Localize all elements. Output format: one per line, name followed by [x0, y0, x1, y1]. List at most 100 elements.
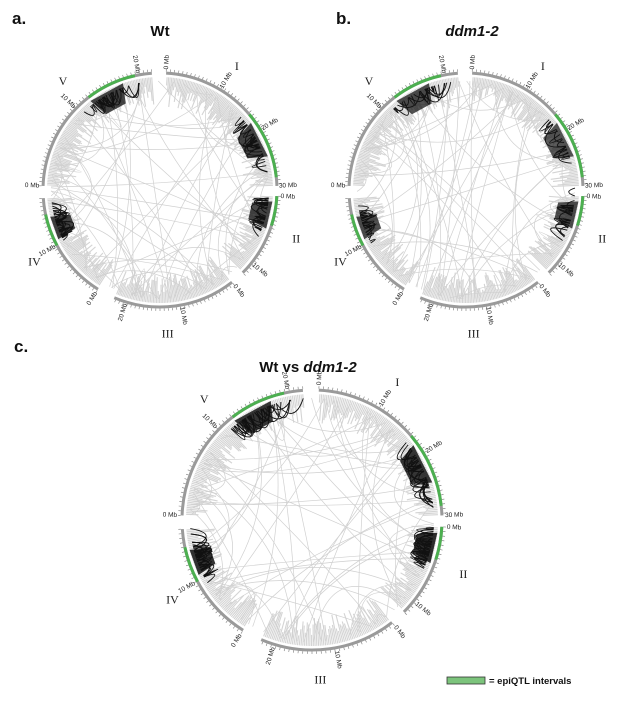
tick-label-chr-IV: 10 Mb — [177, 580, 197, 595]
tick-label-chr-III: 0 Mb — [537, 283, 552, 299]
density-track-chr-1 — [166, 77, 273, 187]
chromosome-label-I: I — [395, 375, 399, 389]
tick-label-chr-I: 0 Mb — [163, 54, 171, 69]
hotspot-block-chr-2 — [554, 201, 579, 229]
panel-c-title: Wt vs ddm1-2 — [259, 359, 357, 376]
hotspot-block-chr-1 — [400, 445, 433, 485]
tick-label-chr-III: 10 Mb — [484, 306, 494, 325]
density-track-chr-4 — [47, 197, 114, 286]
tick-label-chr-V: 0 Mb — [25, 182, 40, 190]
panel-a-circos-plot: 0 Mb 10 Mb 20 Mb 30 Mb I 0 Mb 10 Mb II 0 Mb 10 Mb… — [25, 54, 301, 340]
tick-label-chr-III: 20 Mb — [265, 646, 277, 666]
epiqtl-interval-chr-IV — [350, 214, 365, 247]
trans-links — [356, 80, 576, 300]
hotspot-block-chr-5 — [90, 83, 126, 115]
epiqtl-interval-chr-II — [434, 526, 444, 560]
chromosome-label-I: I — [541, 59, 545, 73]
hotspot-links-chr-4 — [189, 528, 219, 584]
tick-label-chr-III: 10 Mb — [333, 650, 343, 669]
chromosome-label-II: II — [459, 567, 467, 581]
chromosome-label-II: II — [598, 231, 606, 245]
tick-label-chr-IV: 0 Mb — [392, 290, 406, 306]
chromosome-label-IV: IV — [166, 592, 179, 606]
epiqtl-interval-chr-II — [576, 196, 585, 227]
tick-label-chr-I: 20 Mb — [425, 439, 444, 454]
tick-label-chr-III: 20 Mb — [117, 303, 129, 323]
panel-b-letter: b. — [336, 9, 351, 28]
tick-label-chr-I: 20 Mb — [566, 117, 585, 132]
chromosome-label-V: V — [59, 74, 68, 88]
panel-a-letter: a. — [12, 9, 26, 28]
chromosome-III-ring: 0 Mb 10 Mb 20 Mb III — [419, 281, 552, 341]
panel-b-circos-plot: 0 Mb 10 Mb 20 Mb 30 Mb I 0 Mb 10 Mb II 0 Mb 10 Mb… — [331, 54, 607, 340]
epiqtl-interval-chr-V — [393, 74, 442, 99]
epiqtl-interval-chr-I — [554, 113, 584, 178]
tick-label-chr-IV: 0 Mb — [230, 632, 244, 648]
tick-label-chr-V: 10 Mb — [201, 413, 219, 431]
chromosome-label-II: II — [292, 231, 300, 245]
tick-label-chr-II: 0 Mb — [280, 193, 295, 201]
chromosome-label-III: III — [162, 327, 174, 341]
tick-label-chr-V: 20 Mb — [280, 371, 290, 390]
tick-label-chr-II: 10 Mb — [414, 601, 433, 618]
hotspot-links-chr-4 — [356, 205, 382, 244]
panel-c-letter: c. — [14, 337, 28, 356]
tick-label-chr-V: 20 Mb — [131, 55, 141, 74]
tick-label-chr-III: 0 Mb — [231, 283, 246, 299]
hotspot-links-chr-2 — [410, 527, 438, 569]
tick-label-chr-II: 0 Mb — [586, 193, 601, 201]
panel-b-title: ddm1-2 — [445, 23, 499, 40]
tick-label-chr-I: 10 Mb — [219, 71, 235, 90]
hotspot-block-chr-5 — [396, 83, 432, 115]
chromosome-label-IV: IV — [28, 254, 41, 268]
hotspot-block-chr-5 — [234, 400, 273, 434]
tick-label-chr-II: 10 Mb — [557, 262, 576, 279]
tick-label-chr-I: 30 Mb — [445, 511, 464, 519]
chromosome-label-V: V — [365, 74, 374, 88]
epiqtl-interval-chr-IV — [44, 214, 59, 247]
hotspot-block-chr-4 — [189, 548, 216, 575]
tick-label-chr-V: 0 Mb — [163, 512, 178, 520]
chromosome-label-IV: IV — [334, 254, 347, 268]
hotspot-block-chr-1 — [237, 122, 268, 159]
hotspot-links-chr-4 — [50, 202, 76, 241]
hotspot-links-chr-5 — [230, 398, 304, 441]
tick-label-chr-III: 20 Mb — [423, 303, 435, 323]
tick-label-chr-I: 10 Mb — [525, 71, 541, 90]
tick-label-chr-I: 10 Mb — [378, 388, 394, 407]
epiqtl-interval-chr-V — [87, 74, 136, 99]
hotspot-links-chr-1 — [396, 442, 434, 508]
tick-label-chr-I: 0 Mb — [469, 54, 477, 69]
chromosome-label-I: I — [235, 59, 239, 73]
chromosome-V-ring: 0 Mb 10 Mb 20 Mb V — [331, 55, 459, 190]
tick-label-chr-I: 30 Mb — [585, 182, 604, 190]
tick-label-chr-II: 10 Mb — [251, 262, 270, 279]
tick-label-chr-V: 20 Mb — [437, 55, 447, 74]
epiqtl-interval-chr-I — [248, 113, 278, 178]
hotspot-links-chr-2 — [248, 197, 273, 237]
tick-label-chr-I: 30 Mb — [279, 182, 298, 190]
tick-label-chr-III: 0 Mb — [392, 624, 407, 640]
tick-label-chr-I: 20 Mb — [260, 117, 279, 132]
hotspot-links-chr-1 — [232, 116, 268, 173]
hotspot-block-chr-4 — [356, 214, 382, 240]
hotspot-links-chr-5 — [393, 81, 452, 116]
epiqtl-interval-chr-V — [231, 391, 285, 419]
epiqtl-interval-chr-I — [410, 435, 443, 507]
tick-label-chr-V: 10 Mb — [59, 92, 77, 110]
hotspot-block-chr-2 — [248, 201, 273, 229]
legend-epiqtl-swatch — [446, 676, 486, 685]
chromosome-label-III: III — [468, 327, 480, 341]
tick-label-chr-V: 10 Mb — [365, 92, 383, 110]
epiqtl-interval-chr-II — [270, 196, 279, 227]
chromosome-label-V: V — [200, 392, 209, 406]
hotspot-links-chr-2 — [550, 187, 579, 241]
hotspot-block-chr-2 — [412, 532, 438, 564]
tick-label-chr-I: 0 Mb — [316, 370, 324, 385]
panel-a-title: Wt — [150, 23, 169, 40]
chromosome-label-III: III — [314, 673, 326, 687]
panel-c-circos-plot: 0 Mb 10 Mb 20 Mb 30 Mb I 0 Mb 10 Mb II 0 Mb 10 Mb… — [163, 370, 468, 686]
chromosome-II-ring: 0 Mb 10 Mb II — [402, 524, 467, 618]
legend-epiqtl-label: = epiQTL intervals — [489, 676, 571, 687]
